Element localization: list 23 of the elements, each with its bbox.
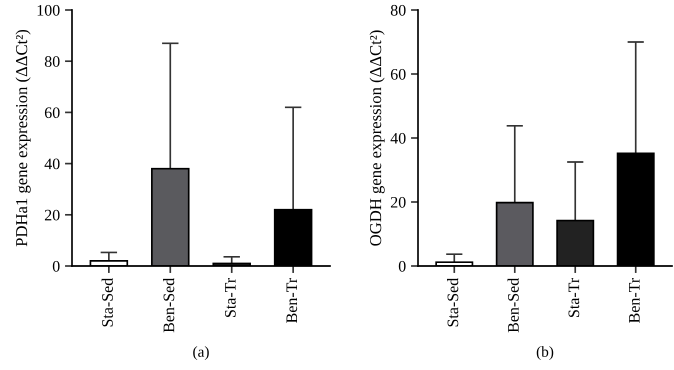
x-tick-label: Ben-Tr: [629, 278, 640, 323]
y-tick-label: 0: [398, 260, 406, 272]
y-tick-label: 40: [44, 158, 60, 170]
x-tick-label: Ben-Sed: [163, 278, 174, 332]
text: (a): [193, 346, 209, 360]
y-tick-label: 80: [44, 56, 60, 67]
y-tick-label: 40: [390, 132, 406, 144]
x-tick-label: Sta-Tr: [568, 278, 580, 317]
y-tick-label: 100: [38, 4, 60, 16]
y-axis-title: PDHa1 gene expression (ΔΔCt²): [16, 30, 31, 246]
y-tick-label: 80: [390, 4, 406, 16]
y-tick-label: 20: [44, 210, 60, 220]
y-axis-title: OGDH gene expression (ΔΔCt²): [370, 30, 385, 246]
x-tick-label: Ben-Tr: [286, 278, 298, 323]
x-tick-label: Sta-Sed: [102, 278, 113, 326]
text: (b): [536, 346, 554, 360]
x-tick-label: Sta-Tr: [224, 278, 236, 317]
y-tick-label: 60: [44, 107, 60, 118]
y-tick-label: 20: [390, 196, 406, 208]
x-tick-label: Sta-Sed: [447, 278, 458, 326]
y-tick-label: 0: [52, 260, 60, 272]
x-tick-label: Ben-Sed: [508, 278, 519, 332]
y-tick-label: 60: [390, 68, 406, 80]
